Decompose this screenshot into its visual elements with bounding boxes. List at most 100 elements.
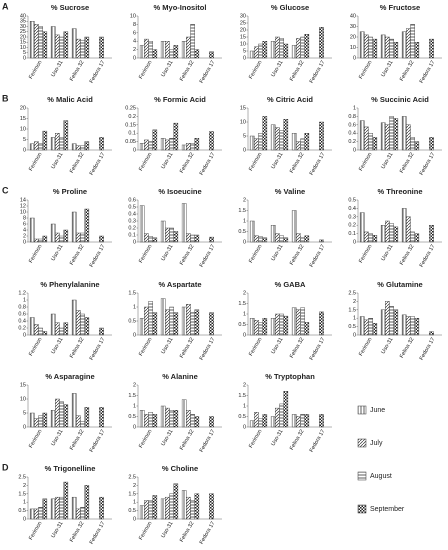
- x-tick-label: Felina 32: [69, 60, 86, 83]
- y-tick-label: 0.1: [128, 232, 136, 238]
- x-tick-label: Ferimon: [138, 337, 153, 357]
- y-tick-label: 1.5: [128, 290, 136, 296]
- bar: [401, 116, 407, 151]
- chart-title: % Proline: [53, 187, 87, 196]
- x-tick-label: Felina 32: [399, 337, 416, 360]
- x-tick-label: Fedora 17: [309, 429, 327, 454]
- bar: [84, 208, 90, 243]
- y-tick-label: 0.15: [125, 122, 136, 128]
- y-tick-label: 0.2: [128, 114, 136, 120]
- bar: [389, 306, 394, 336]
- y-tick-label: 0: [133, 424, 136, 430]
- bar: [296, 233, 301, 243]
- bar: [270, 41, 276, 59]
- y-tick-label: 0: [353, 239, 356, 245]
- bar: [190, 143, 195, 151]
- bar: [50, 313, 56, 336]
- bar: [99, 496, 104, 520]
- bar: [385, 36, 390, 59]
- x-tick-label: Uso-31: [270, 429, 284, 447]
- x-tick-label: Ferimon: [358, 244, 373, 264]
- bar: [410, 231, 415, 243]
- y-tick-label: 10: [350, 45, 356, 51]
- x-tick-label: Uso-31: [50, 244, 64, 262]
- bar: [372, 38, 378, 59]
- bar: [80, 313, 85, 336]
- y-tick-label: 0.2: [128, 225, 136, 231]
- bar: [319, 121, 324, 151]
- bar: [181, 41, 187, 59]
- bar: [406, 316, 411, 336]
- x-tick-label: Fedora 17: [309, 244, 327, 269]
- bar: [186, 233, 191, 243]
- y-tick-label: 8: [23, 215, 26, 221]
- y-tick-label: 4: [133, 39, 136, 45]
- bar: [34, 238, 39, 243]
- bar: [186, 304, 191, 336]
- bar: [160, 405, 166, 428]
- bar: [152, 312, 158, 336]
- y-tick-label: 1.5: [238, 393, 246, 399]
- bar: [139, 45, 145, 59]
- bar: [359, 31, 365, 59]
- bar: [406, 28, 411, 59]
- panel-label: A: [2, 1, 9, 11]
- x-tick-label: Fedora 17: [199, 521, 217, 546]
- x-tick-label: Fedora 17: [199, 429, 217, 454]
- bar: [406, 124, 411, 151]
- y-tick-label: 0.2: [18, 325, 26, 331]
- x-tick-label: Uso-31: [380, 60, 394, 78]
- bar: [364, 231, 369, 243]
- y-tick-label: 1.5: [128, 393, 136, 399]
- x-tick-label: Fedora 17: [419, 60, 437, 85]
- bar: [429, 137, 434, 151]
- bar: [99, 327, 104, 336]
- bar: [190, 414, 195, 428]
- y-tick-label: 20: [20, 34, 26, 40]
- bar: [291, 307, 297, 336]
- bar: [262, 318, 268, 336]
- chart-title: % Choline: [162, 464, 198, 473]
- y-tick-label: 1.5: [348, 307, 356, 313]
- bar: [258, 418, 263, 428]
- bar: [186, 410, 191, 428]
- bar: [190, 24, 195, 59]
- bar: [270, 124, 276, 151]
- x-tick-label: Felina 32: [399, 244, 416, 267]
- x-tick-label: Ferimon: [358, 60, 373, 80]
- bar: [42, 130, 48, 151]
- y-tick-label: 10: [130, 13, 136, 19]
- bar: [414, 141, 420, 151]
- bar: [300, 237, 305, 243]
- bar: [165, 139, 170, 151]
- bar: [249, 318, 255, 336]
- bar: [194, 416, 200, 428]
- bar: [71, 496, 77, 520]
- bar: [401, 31, 407, 59]
- y-tick-label: 1: [23, 500, 26, 506]
- bar: [393, 118, 399, 151]
- bar: [209, 51, 214, 59]
- bar: [152, 49, 158, 59]
- x-tick-label: Ferimon: [138, 429, 153, 449]
- y-tick-label: 0.6: [18, 311, 26, 317]
- x-tick-label: Felina 32: [179, 521, 196, 544]
- bar: [80, 421, 85, 428]
- x-tick-label: Uso-31: [270, 152, 284, 170]
- y-tick-label: 40: [350, 13, 356, 19]
- y-tick-label: 2.5: [128, 474, 136, 480]
- y-tick-label: 0: [23, 332, 26, 338]
- y-tick-label: 0: [23, 147, 26, 153]
- y-tick-label: 0.4: [348, 131, 356, 137]
- bar: [59, 401, 64, 428]
- x-tick-label: Ferimon: [358, 337, 373, 357]
- bar: [249, 220, 255, 243]
- x-tick-label: Uso-31: [380, 152, 394, 170]
- bar: [181, 203, 187, 243]
- y-tick-label: 0: [243, 332, 246, 338]
- y-tick-label: 1: [243, 218, 246, 224]
- bar: [173, 231, 179, 243]
- bar: [165, 41, 170, 59]
- y-tick-label: 40: [20, 13, 26, 19]
- bar: [364, 126, 369, 151]
